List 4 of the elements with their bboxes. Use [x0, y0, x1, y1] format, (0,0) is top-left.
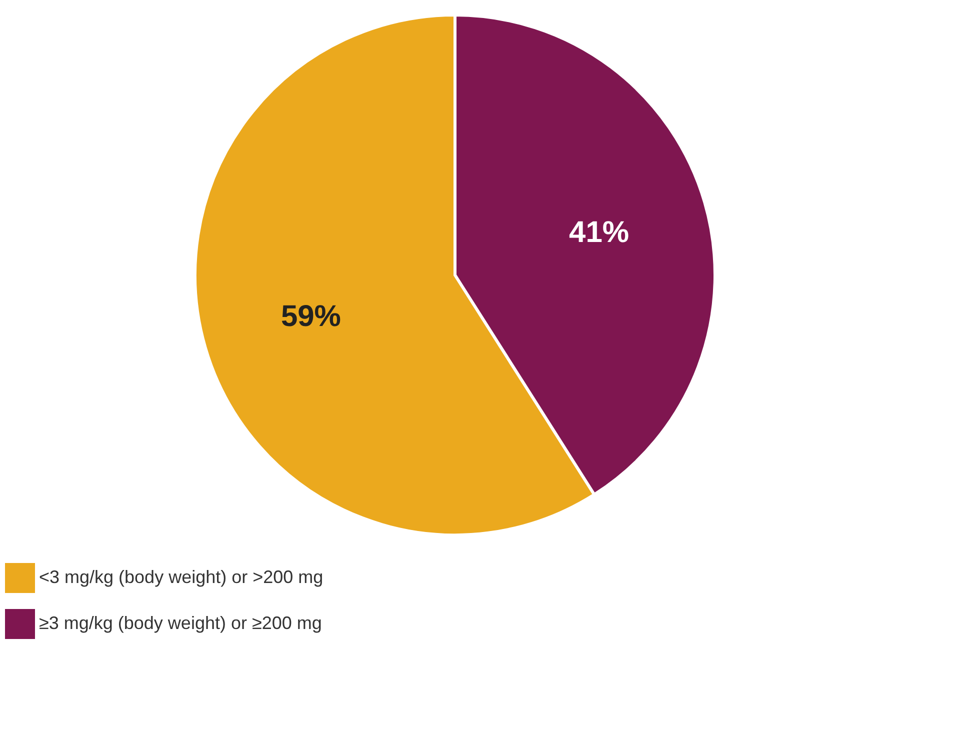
data-label: 59%: [280, 300, 341, 333]
legend-label: ≥3 mg/kg (body weight) or ≥200 mg: [39, 613, 322, 633]
data-label: 41%: [569, 216, 630, 250]
legend-label: <3 mg/kg (body weight) or >200 mg: [39, 567, 324, 587]
